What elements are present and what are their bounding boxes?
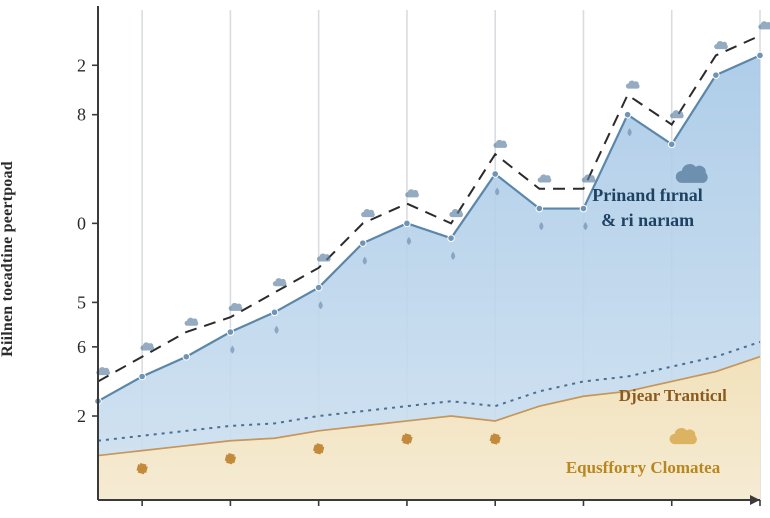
y-tick-label: 8 [77, 105, 86, 125]
data-marker [183, 353, 190, 360]
data-marker [404, 220, 411, 227]
y-tick-label: 5 [77, 292, 86, 312]
y-tick-label: 6 [77, 337, 86, 357]
cloud-icon [626, 81, 640, 89]
cloud-icon [449, 209, 463, 217]
data-marker [536, 205, 543, 212]
data-marker [139, 373, 146, 380]
annotation-label: Prinand fırnal [592, 185, 703, 205]
cloud-icon [361, 209, 375, 217]
y-tick-label: 2 [77, 55, 86, 75]
chart-svg: 2 6 5 0 8 2 Prinand fırnal & ri narıam Djear Tra… [0, 0, 770, 518]
data-marker [713, 72, 720, 79]
data-marker [227, 329, 234, 336]
data-marker [624, 111, 631, 118]
data-marker [492, 171, 499, 178]
cloud-icon [185, 318, 199, 326]
cloud-icon [273, 278, 287, 286]
data-marker [271, 309, 278, 316]
y-axis-label: Riilnen toeadtine peertpoad [0, 161, 17, 357]
cloud-icon [538, 174, 552, 182]
data-marker [757, 52, 764, 59]
data-marker [315, 284, 322, 291]
annotation-label: Equsfforry Clomatea [566, 458, 721, 477]
chart-container: Riilnen toeadtine peertpoad 2 6 5 0 8 2 Prinan… [0, 0, 770, 518]
data-marker [580, 205, 587, 212]
data-marker [448, 235, 455, 242]
annotation-label: Djear Tranticıl [619, 386, 727, 405]
annotation-label: & ri narıam [601, 210, 694, 230]
cloud-icon [714, 41, 728, 49]
data-marker [668, 141, 675, 148]
data-marker [360, 240, 367, 247]
y-tick-label: 0 [77, 213, 86, 233]
y-tick-label: 2 [77, 406, 86, 426]
